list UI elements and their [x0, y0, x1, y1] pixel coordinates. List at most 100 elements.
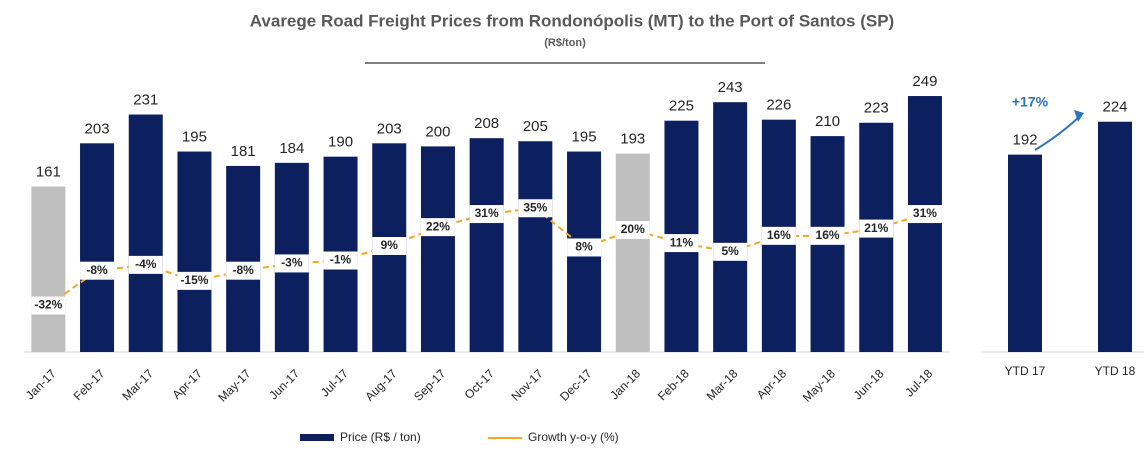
x-tick-label: Sep-17	[411, 366, 448, 403]
growth-arrow	[1034, 115, 1081, 151]
growth-label: 22%	[426, 219, 450, 233]
label-background	[323, 251, 358, 270]
value-label: 226	[766, 97, 791, 114]
legend-swatch	[300, 434, 334, 441]
legend-label: Price (R$ / ton)	[340, 430, 421, 444]
x-tick-label: Jan-18	[607, 366, 643, 402]
value-label: 203	[85, 120, 110, 137]
x-tick-label: Feb-18	[655, 366, 692, 403]
bar	[907, 96, 942, 352]
x-tick-label: Oct-17	[462, 366, 498, 402]
bar	[80, 143, 115, 352]
growth-label: 11%	[670, 235, 694, 249]
x-tick-label: Aug-17	[362, 366, 399, 403]
label-background	[177, 271, 212, 290]
value-label: 203	[377, 120, 402, 137]
growth-label: -8%	[86, 263, 108, 277]
label-background	[615, 221, 650, 240]
value-label: 195	[182, 129, 207, 146]
x-tick-label: YTD 18	[1095, 364, 1136, 378]
annotation: +17%	[1012, 94, 1049, 110]
bar	[615, 153, 650, 352]
chart-subtitle: (R$/ton)	[544, 37, 586, 49]
value-label: 223	[864, 100, 889, 117]
growth-label: 21%	[864, 221, 888, 235]
label-background	[31, 296, 66, 315]
bar	[420, 146, 455, 352]
value-label: 184	[279, 140, 304, 157]
x-tick-label: Nov-17	[508, 366, 545, 403]
bar	[518, 141, 553, 352]
value-label: 249	[912, 73, 937, 90]
x-tick-label: Jul-18	[902, 366, 935, 399]
growth-label: 20%	[621, 222, 645, 236]
value-label: 225	[669, 98, 694, 115]
value-label: 190	[328, 134, 353, 151]
bar	[226, 165, 261, 352]
growth-label: -8%	[232, 263, 254, 277]
x-tick-label: Apr-18	[754, 366, 790, 402]
value-label: 192	[1012, 132, 1037, 149]
value-label: 195	[572, 129, 597, 146]
value-label: 200	[425, 123, 450, 140]
x-tick-label: Jun-17	[266, 366, 302, 402]
value-label: 161	[36, 163, 61, 180]
x-tick-label: Jan-17	[23, 366, 59, 402]
label-background	[664, 234, 699, 253]
value-label: 243	[718, 79, 743, 96]
label-background	[518, 199, 553, 218]
bar	[469, 138, 504, 352]
growth-label: 8%	[575, 240, 593, 254]
label-background	[372, 237, 407, 256]
label-background	[80, 261, 115, 280]
x-tick-label: YTD 17	[1005, 364, 1046, 378]
growth-label: 16%	[816, 228, 840, 242]
x-tick-label: May-17	[215, 366, 253, 404]
x-tick-label: May-18	[800, 366, 838, 404]
growth-label: 5%	[721, 244, 739, 258]
x-tick-label: Apr-17	[169, 366, 205, 402]
value-label: 231	[133, 92, 158, 109]
value-label: 181	[231, 143, 256, 160]
value-label: 205	[523, 118, 548, 135]
label-background	[274, 254, 309, 273]
bar	[1098, 121, 1132, 352]
bar	[713, 102, 748, 352]
chart-title: Avarege Road Freight Prices from Rondonó…	[250, 11, 894, 30]
growth-label: -3%	[281, 256, 303, 270]
growth-label: -32%	[34, 298, 62, 312]
x-tick-label: Dec-17	[557, 366, 594, 403]
x-tick-label: Jul-17	[318, 366, 351, 399]
legend-label: Growth y-o-y (%)	[528, 430, 619, 444]
label-background	[859, 219, 894, 238]
bar	[177, 151, 212, 352]
label-background	[761, 226, 796, 245]
growth-label: 35%	[523, 200, 547, 214]
growth-label: 31%	[475, 206, 499, 220]
growth-label: -15%	[180, 273, 208, 287]
label-background	[810, 226, 845, 245]
growth-label: 9%	[381, 238, 399, 252]
label-background	[567, 238, 602, 257]
growth-label: -4%	[135, 257, 157, 271]
bar	[128, 114, 163, 352]
growth-label: 16%	[767, 228, 791, 242]
value-label: 193	[620, 131, 645, 148]
x-tick-label: Mar-18	[704, 366, 741, 403]
growth-label: 31%	[913, 206, 937, 220]
growth-label: -1%	[330, 253, 352, 267]
label-background	[128, 255, 163, 274]
label-background	[907, 205, 942, 224]
x-tick-label: Feb-17	[71, 366, 108, 403]
value-label: 208	[474, 115, 499, 132]
bar	[31, 186, 66, 352]
label-background	[713, 242, 748, 261]
x-tick-label: Mar-17	[119, 366, 156, 403]
bar	[1008, 154, 1042, 352]
label-background	[469, 205, 504, 224]
value-label: 224	[1102, 99, 1127, 116]
label-background	[420, 218, 455, 237]
growth-arrow-head	[1074, 110, 1084, 122]
label-background	[226, 261, 261, 280]
